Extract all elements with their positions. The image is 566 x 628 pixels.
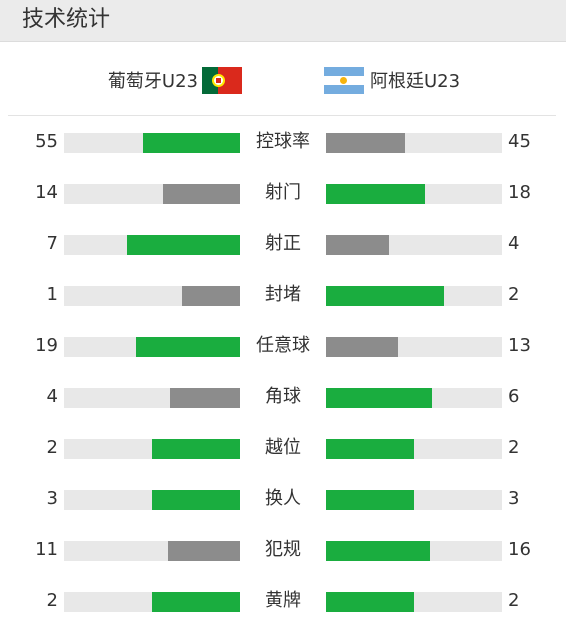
stat-row: 14 射门 18 (0, 168, 566, 219)
away-bar-track (326, 235, 502, 255)
home-value: 11 (35, 539, 58, 560)
stat-label: 黄牌 (265, 590, 301, 611)
home-bar (170, 388, 240, 408)
stat-label: 换人 (265, 488, 301, 509)
teams-bar: 葡萄牙U23 阿根廷U23 (0, 60, 566, 100)
home-bar (182, 286, 240, 306)
home-bar-track (64, 286, 240, 306)
away-bar (326, 439, 414, 459)
stat-row: 1 封堵 2 (0, 270, 566, 321)
home-bar (143, 133, 240, 153)
stat-label: 封堵 (265, 284, 301, 305)
away-value: 2 (508, 284, 520, 305)
home-bar-track (64, 133, 240, 153)
stat-label: 射正 (265, 233, 301, 254)
away-value: 2 (508, 590, 520, 611)
stat-label: 任意球 (256, 335, 310, 356)
home-bar (127, 235, 240, 255)
home-bar-track (64, 235, 240, 255)
page-title: 技术统计 (22, 7, 111, 32)
away-value: 3 (508, 488, 520, 509)
home-bar-track (64, 541, 240, 561)
home-value: 4 (46, 386, 58, 407)
away-bar (326, 337, 398, 357)
away-bar-track (326, 490, 502, 510)
home-value: 19 (35, 335, 58, 356)
home-team-name: 葡萄牙U23 (107, 71, 198, 92)
home-bar (168, 541, 240, 561)
stats-header: 技术统计 (0, 0, 566, 42)
stat-row: 4 角球 6 (0, 372, 566, 423)
home-value: 2 (46, 590, 58, 611)
stat-label: 控球率 (256, 131, 310, 152)
argentina-flag-icon (324, 66, 364, 94)
away-value: 18 (508, 182, 531, 203)
away-bar (326, 184, 425, 204)
stat-row: 2 黄牌 2 (0, 576, 566, 627)
stat-row: 3 换人 3 (0, 474, 566, 525)
stat-row: 19 任意球 13 (0, 321, 566, 372)
away-bar-track (326, 439, 502, 459)
stat-label: 越位 (265, 437, 301, 458)
away-bar (326, 235, 389, 255)
home-bar (163, 184, 240, 204)
away-value: 4 (508, 233, 520, 254)
home-bar (152, 490, 240, 510)
away-value: 16 (508, 539, 531, 560)
home-bar-track (64, 490, 240, 510)
away-value: 45 (508, 131, 531, 152)
home-bar (136, 337, 240, 357)
away-bar (326, 490, 414, 510)
home-bar-track (64, 592, 240, 612)
away-bar-track (326, 184, 502, 204)
home-value: 7 (46, 233, 58, 254)
stat-label: 犯规 (265, 539, 301, 560)
home-team: 葡萄牙U23 (108, 60, 242, 100)
home-bar-track (64, 388, 240, 408)
away-value: 6 (508, 386, 520, 407)
stat-row: 11 犯规 16 (0, 525, 566, 576)
portugal-flag-icon (202, 66, 242, 94)
away-bar (326, 541, 430, 561)
stats-list: 55 控球率 45 14 射门 18 7 射正 4 1 封堵 2 19 任意球 13 4 角球 6 2 越位 2 3 换人 3… (0, 117, 566, 627)
away-bar (326, 388, 432, 408)
home-bar-track (64, 184, 240, 204)
home-bar-track (64, 337, 240, 357)
away-bar (326, 286, 444, 306)
away-bar (326, 133, 405, 153)
stat-row: 55 控球率 45 (0, 117, 566, 168)
stat-row: 2 越位 2 (0, 423, 566, 474)
away-team-name: 阿根廷U23 (370, 71, 461, 92)
away-team: 阿根廷U23 (324, 60, 460, 100)
home-value: 55 (35, 131, 58, 152)
home-value: 1 (46, 284, 58, 305)
away-bar-track (326, 337, 502, 357)
away-bar-track (326, 541, 502, 561)
away-bar-track (326, 388, 502, 408)
away-bar-track (326, 286, 502, 306)
away-bar (326, 592, 414, 612)
home-value: 2 (46, 437, 58, 458)
home-bar (152, 592, 240, 612)
away-bar-track (326, 133, 502, 153)
stat-label: 射门 (265, 182, 301, 203)
divider (8, 115, 556, 116)
home-value: 14 (35, 182, 58, 203)
away-value: 13 (508, 335, 531, 356)
home-bar (152, 439, 240, 459)
away-bar-track (326, 592, 502, 612)
away-value: 2 (508, 437, 520, 458)
stat-row: 7 射正 4 (0, 219, 566, 270)
home-bar-track (64, 439, 240, 459)
home-value: 3 (46, 488, 58, 509)
stat-label: 角球 (265, 386, 301, 407)
